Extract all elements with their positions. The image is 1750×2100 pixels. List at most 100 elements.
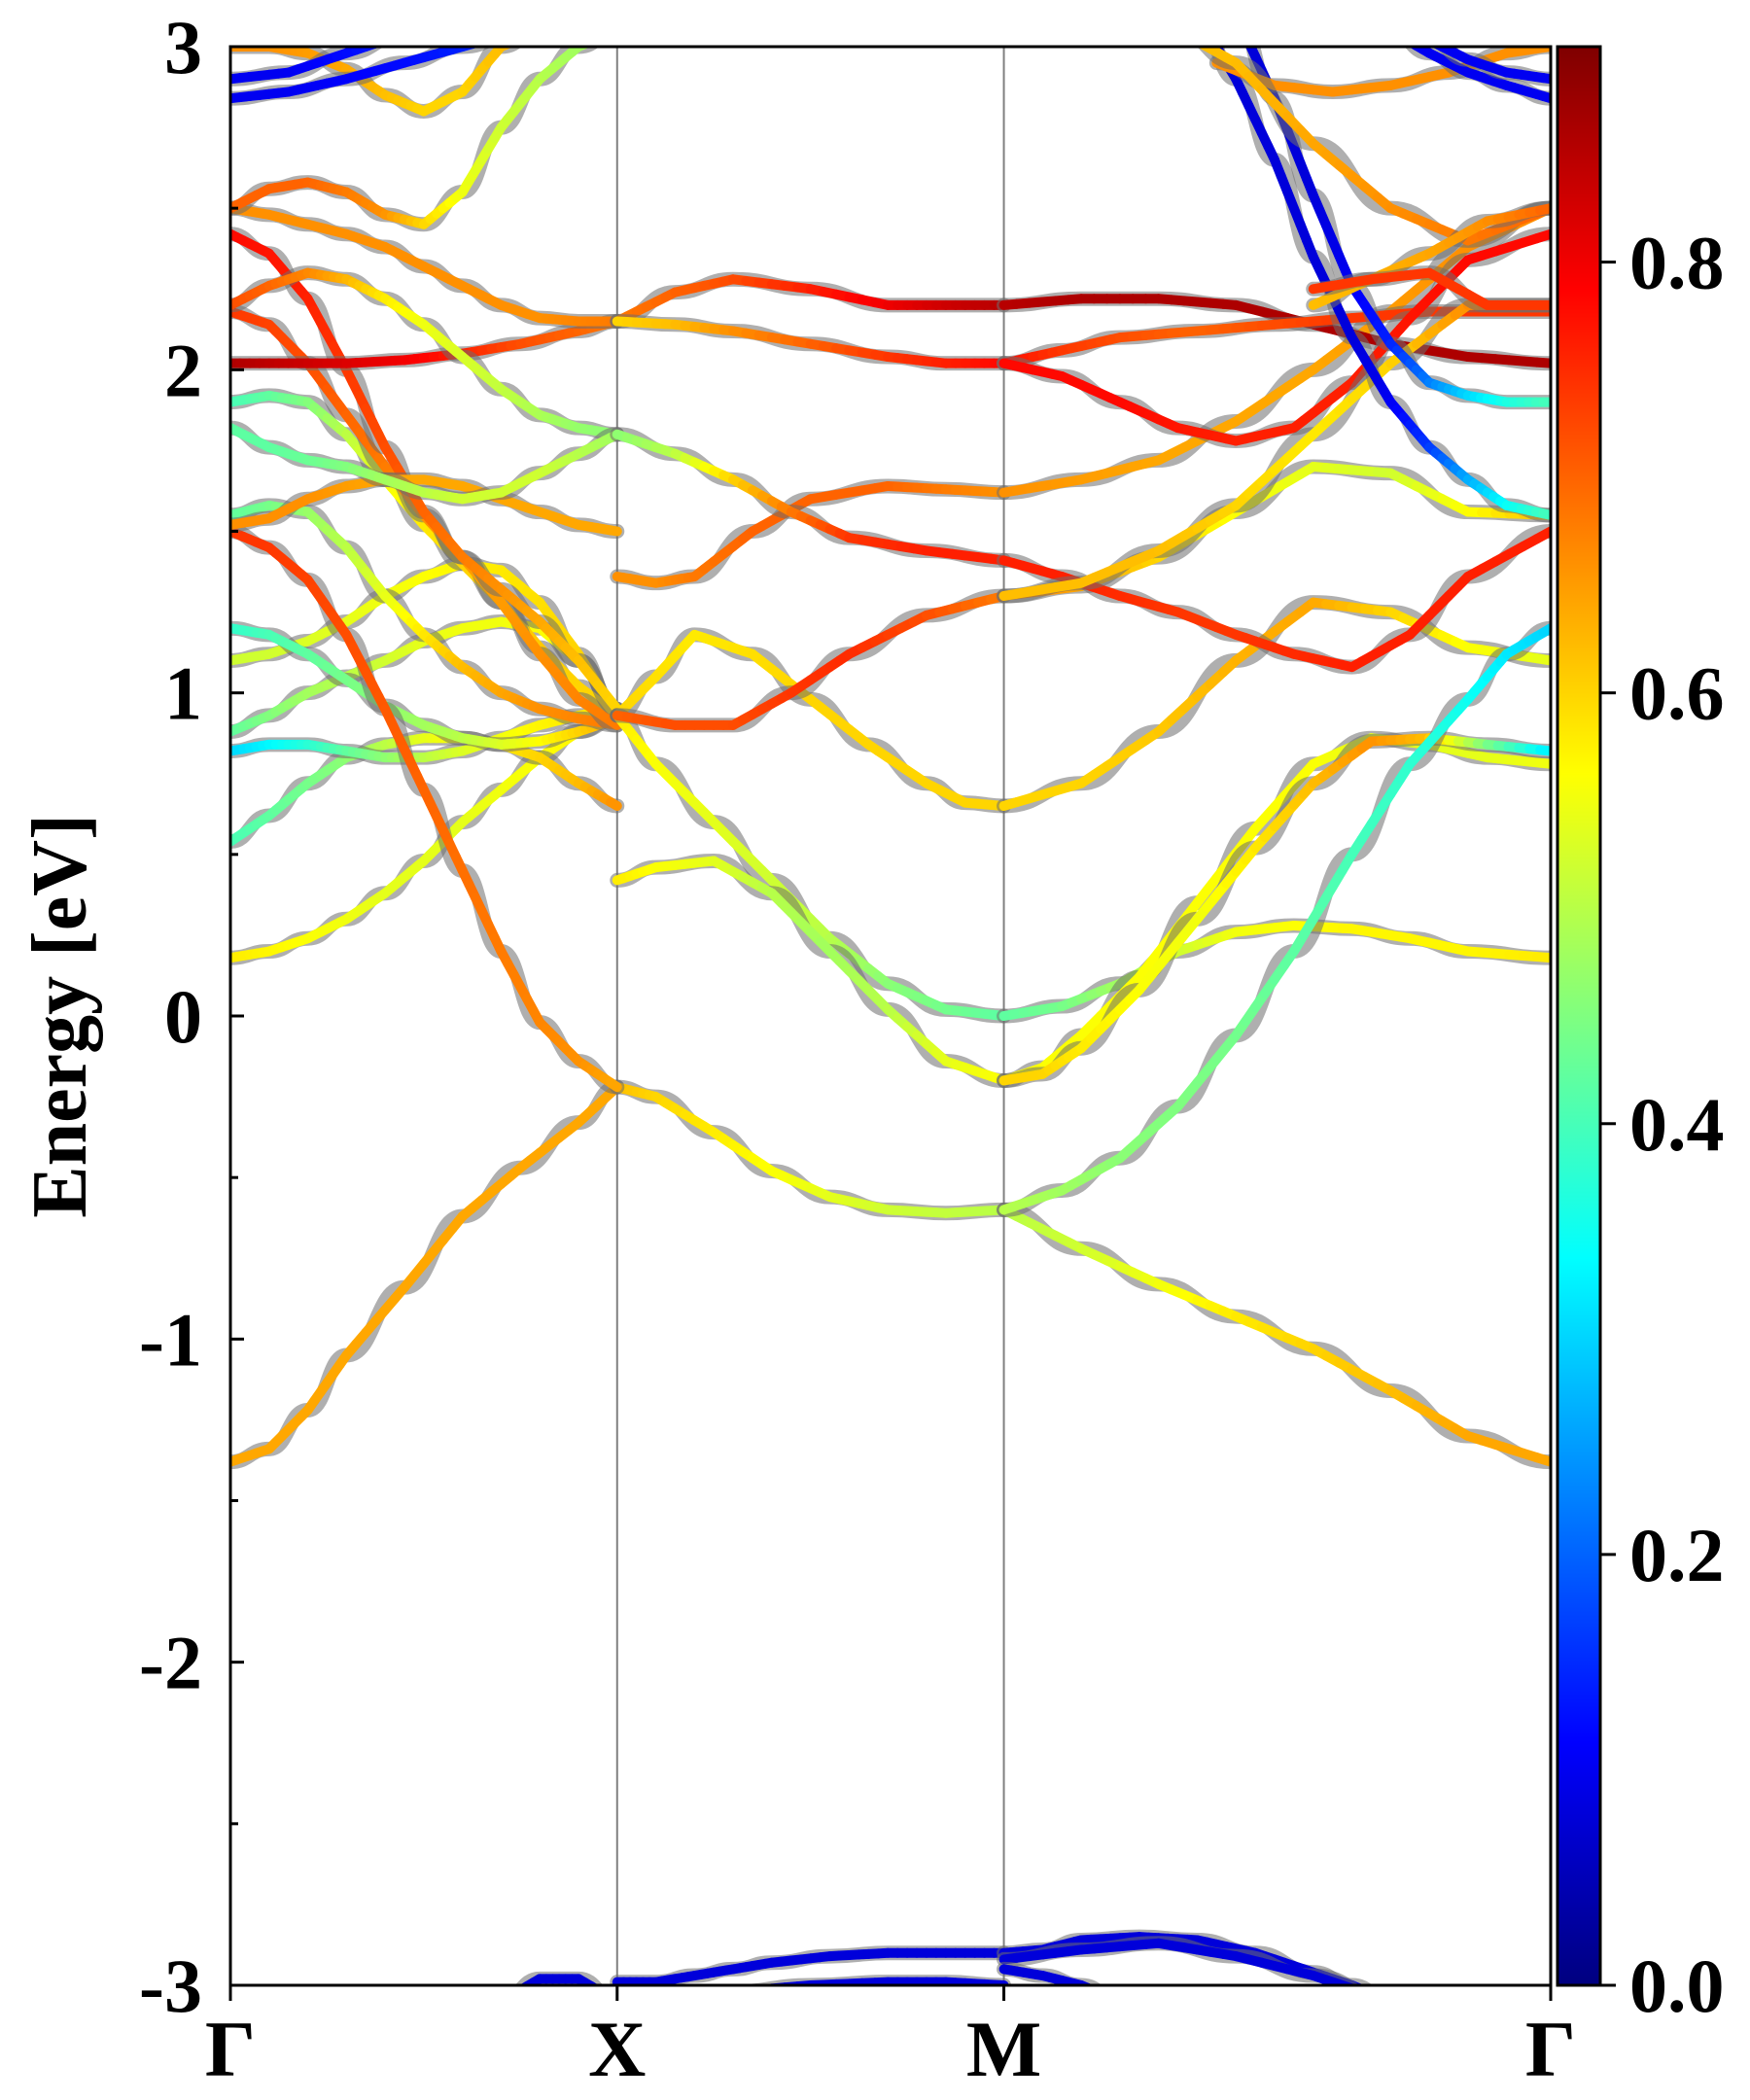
- y-tick-label: 3: [164, 5, 202, 89]
- band-segment: [510, 30, 520, 33]
- band-33: [610, 853, 1012, 1088]
- band-segment: [591, 11, 598, 12]
- band-27: [997, 1936, 1378, 1997]
- band-segment: [1431, 47, 1440, 49]
- band-segment: [578, 14, 585, 15]
- colorbar-tick-label: 0.4: [1629, 1082, 1725, 1167]
- y-tick-label: -2: [139, 1621, 202, 1705]
- band-segment: [714, 1993, 723, 1994]
- colorbar: 0.0 0.2 0.4 0.6 0.8: [1556, 45, 1725, 2028]
- band-segment: [1354, 1982, 1365, 1985]
- band-segment: [752, 1984, 761, 1985]
- band-segment: [605, 9, 612, 10]
- band-segment: [733, 1991, 746, 1992]
- band-segment: [569, 15, 578, 18]
- band-49: [1208, 47, 1551, 523]
- x-tick-label: Γ: [1525, 2005, 1576, 2093]
- band-segment: [1365, 1991, 1372, 1994]
- band-37: [610, 588, 1012, 733]
- band-segment: [1101, 1993, 1107, 1996]
- band-segment: [559, 18, 569, 20]
- band-segment: [501, 1998, 508, 2002]
- band-segment: [768, 1982, 789, 1985]
- band-segment: [1408, 47, 1421, 51]
- band-segment: [606, 525, 622, 537]
- band-segment: [404, 30, 414, 33]
- band-54: [1397, 34, 1551, 106]
- band-segment: [371, 47, 381, 49]
- band-segment: [1535, 203, 1551, 216]
- y-tick-label: 0: [164, 974, 202, 1059]
- band-segment: [617, 2001, 627, 2002]
- colorbar-gradient: [1556, 45, 1602, 1987]
- band-segment: [503, 47, 514, 50]
- band-segment: [1531, 357, 1551, 368]
- band-0: [230, 1079, 625, 1470]
- band-segment: [586, 1981, 600, 1985]
- band-43: [610, 271, 1012, 329]
- band-segment: [1348, 1983, 1358, 1985]
- band-segment: [684, 1996, 694, 1997]
- band-segment: [1410, 47, 1411, 48]
- band-segment: [1397, 18, 1404, 22]
- band-segment: [508, 1994, 514, 1998]
- band-segment: [694, 1995, 704, 1996]
- band-22: [230, 0, 530, 87]
- band-segment: [611, 30, 617, 33]
- band-segment: [482, 8, 492, 10]
- band-segment: [1236, 15, 1242, 28]
- band-20: [230, 420, 625, 507]
- band-segment: [501, 33, 510, 36]
- band-segment: [627, 2001, 637, 2002]
- band-segment: [472, 10, 482, 12]
- band-segment: [1531, 952, 1551, 963]
- colorbar-tick-label: 0.2: [1629, 1513, 1725, 1597]
- band-segment: [491, 36, 501, 39]
- band-segment: [540, 22, 549, 25]
- band-segment: [549, 19, 559, 22]
- band-44: [997, 291, 1551, 371]
- band-1: [610, 1079, 1012, 1221]
- band-segment: [585, 13, 592, 14]
- band-segment: [1094, 1991, 1101, 1994]
- band-segment: [606, 1077, 622, 1093]
- y-axis: -3 -2 -1 0 1 2 3: [139, 5, 244, 2028]
- band-segment: [1397, 34, 1404, 38]
- band-segment: [385, 37, 395, 40]
- band-24: [501, 1971, 604, 2002]
- colorbar-tick-label: 0.6: [1629, 651, 1725, 736]
- band-segment: [514, 39, 521, 42]
- band-segment: [414, 27, 424, 30]
- x-tick-label: X: [588, 2005, 646, 2093]
- band-segment: [520, 0, 530, 1]
- band-segment: [527, 33, 534, 36]
- band-segment: [534, 30, 541, 33]
- band-segment: [520, 28, 530, 31]
- band-segment: [606, 695, 622, 715]
- band-segment: [530, 25, 540, 28]
- x-tick-label: M: [966, 2005, 1041, 2093]
- band-segment: [1531, 526, 1551, 544]
- band-segment: [611, 8, 617, 9]
- band-segment: [1113, 1999, 1120, 2002]
- band-segment: [520, 36, 527, 39]
- band-segment: [1531, 653, 1551, 666]
- band-segment: [591, 39, 598, 42]
- band-segment: [606, 797, 622, 811]
- band-segment: [1390, 15, 1397, 18]
- band-segment: [468, 47, 481, 50]
- band-39: [610, 478, 1012, 591]
- y-tick-label: -3: [139, 1943, 202, 2028]
- band-segment: [1210, 47, 1222, 52]
- band-segment: [1365, 1993, 1378, 1997]
- y-axis-label: Energy [eV]: [18, 814, 103, 1217]
- y-tick-label: 1: [164, 651, 202, 736]
- band-segment: [491, 6, 501, 8]
- band-segment: [756, 1983, 776, 1985]
- x-tick-label: Γ: [205, 2005, 256, 2093]
- band-segment: [675, 1997, 684, 1998]
- band-10: [230, 498, 625, 733]
- band-17: [230, 30, 617, 232]
- band-segment: [1384, 1999, 1391, 2002]
